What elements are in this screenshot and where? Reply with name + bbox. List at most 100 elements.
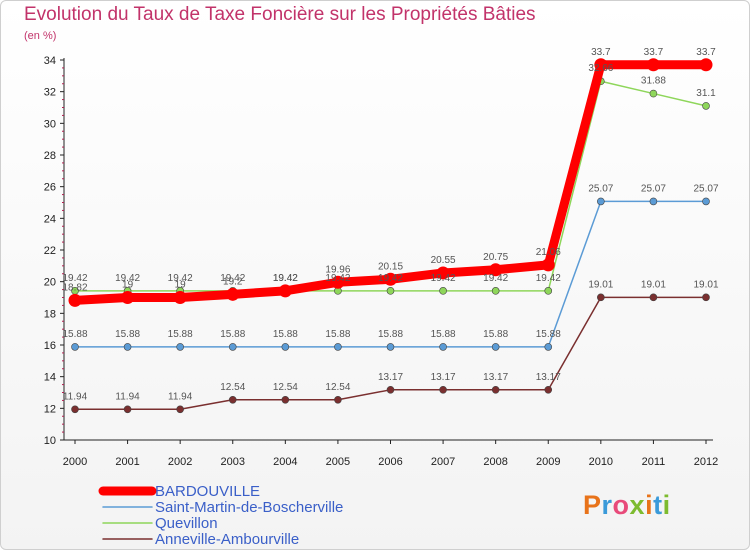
x-tick-label: 2008 <box>483 456 507 468</box>
data-label: 33.7 <box>591 47 611 58</box>
data-label: 12.54 <box>273 382 298 393</box>
data-point <box>176 405 184 414</box>
series-anneville-ambourville <box>71 293 710 414</box>
logo-letter: P <box>583 490 602 520</box>
data-point <box>699 58 713 72</box>
data-point <box>226 287 240 301</box>
y-tick-label: 14 <box>44 372 56 384</box>
data-label: 13.17 <box>431 372 456 383</box>
y-tick-label: 10 <box>44 435 56 447</box>
data-label: 20.15 <box>378 261 403 272</box>
data-point <box>649 293 658 302</box>
data-point <box>541 258 555 272</box>
x-tick-label: 2009 <box>536 456 560 468</box>
data-point <box>71 405 79 414</box>
data-point <box>334 343 342 351</box>
y-tick-label: 30 <box>44 118 56 130</box>
data-point <box>439 287 447 295</box>
data-point <box>491 343 500 351</box>
data-point <box>123 343 132 351</box>
chart-axes: 10 12 14 16 18 20 22 24 26 28 30 32 34 2000 2001 2002 20… <box>44 55 718 468</box>
data-point <box>702 293 710 302</box>
legend-label: Quevillon <box>155 515 218 532</box>
x-tick-label: 2012 <box>694 456 718 468</box>
logo-letter: o <box>612 490 630 520</box>
data-label: 19.42 <box>536 273 561 284</box>
legend-label: Saint-Martin-de-Boscherville <box>155 499 343 516</box>
y-tick-label: 16 <box>44 340 56 352</box>
data-label: 15.88 <box>168 329 193 340</box>
x-tick-label: 2002 <box>168 456 192 468</box>
data-point <box>544 386 553 394</box>
data-label: 19.01 <box>641 279 666 290</box>
data-point <box>331 275 345 289</box>
data-point <box>646 58 660 72</box>
y-tick-label: 22 <box>44 245 56 257</box>
data-label: 25.07 <box>641 183 666 194</box>
data-label: 13.17 <box>536 372 561 383</box>
y-tick-label: 26 <box>44 182 56 194</box>
x-tick-label: 2004 <box>273 456 297 468</box>
data-label: 19.42 <box>62 273 87 284</box>
data-label: 19 <box>122 280 134 291</box>
data-label: 15.88 <box>220 329 245 340</box>
data-point <box>436 266 450 280</box>
data-label: 31.88 <box>641 76 666 87</box>
data-point <box>228 343 237 351</box>
data-label: 19.42 <box>168 273 193 284</box>
data-label: 15.88 <box>431 329 456 340</box>
data-label: 13.17 <box>378 372 403 383</box>
data-label: 15.88 <box>62 329 87 340</box>
logo-letter: x <box>629 490 646 520</box>
data-point <box>281 343 290 351</box>
data-label: 21.06 <box>536 247 561 258</box>
data-label: 19.2 <box>223 276 243 287</box>
data-point <box>702 197 710 206</box>
logo-letter: i <box>662 490 671 520</box>
data-label: 15.88 <box>483 329 508 340</box>
data-point <box>121 291 135 304</box>
legend: BARDOUVILLESaint-Martin-de-BoschervilleQ… <box>98 483 343 548</box>
data-label: 20.55 <box>431 255 456 266</box>
data-label: 15.88 <box>325 329 350 340</box>
data-point <box>702 102 710 110</box>
data-label: 19.42 <box>483 273 508 284</box>
data-point <box>491 287 500 295</box>
data-label: 19.96 <box>325 264 350 275</box>
data-label: 11.94 <box>63 391 88 402</box>
data-label: 19.42 <box>431 273 456 284</box>
data-label: 19 <box>175 280 187 291</box>
data-point <box>491 386 500 394</box>
data-label: 33.7 <box>644 47 664 58</box>
data-point <box>597 293 605 302</box>
data-label: 19.01 <box>693 279 718 290</box>
data-label: 25.07 <box>588 183 613 194</box>
legend-label: BARDOUVILLE <box>155 483 260 500</box>
data-label: 19.42 <box>378 273 403 284</box>
y-tick-label: 24 <box>44 213 56 225</box>
data-point <box>281 395 290 404</box>
y-tick-label: 28 <box>44 150 56 162</box>
data-label: 11.94 <box>115 391 140 402</box>
data-label: 18.82 <box>62 282 87 293</box>
series-layer <box>68 58 713 414</box>
data-point <box>597 197 605 206</box>
data-label: 20.75 <box>483 252 508 263</box>
series-saint-martin-de-boscherville <box>71 197 710 351</box>
x-tick-label: 2003 <box>221 456 245 468</box>
data-label: 32.66 <box>588 63 613 74</box>
data-point <box>594 58 608 72</box>
data-point <box>439 386 447 394</box>
data-point <box>544 287 553 295</box>
data-point <box>386 343 395 351</box>
data-point <box>489 263 503 277</box>
data-point <box>544 343 553 351</box>
data-point <box>71 343 79 351</box>
data-point <box>334 395 342 404</box>
data-label: 19.01 <box>588 279 613 290</box>
y-tick-label: 34 <box>44 55 56 67</box>
data-point <box>649 89 658 98</box>
x-tick-label: 2000 <box>63 456 87 468</box>
